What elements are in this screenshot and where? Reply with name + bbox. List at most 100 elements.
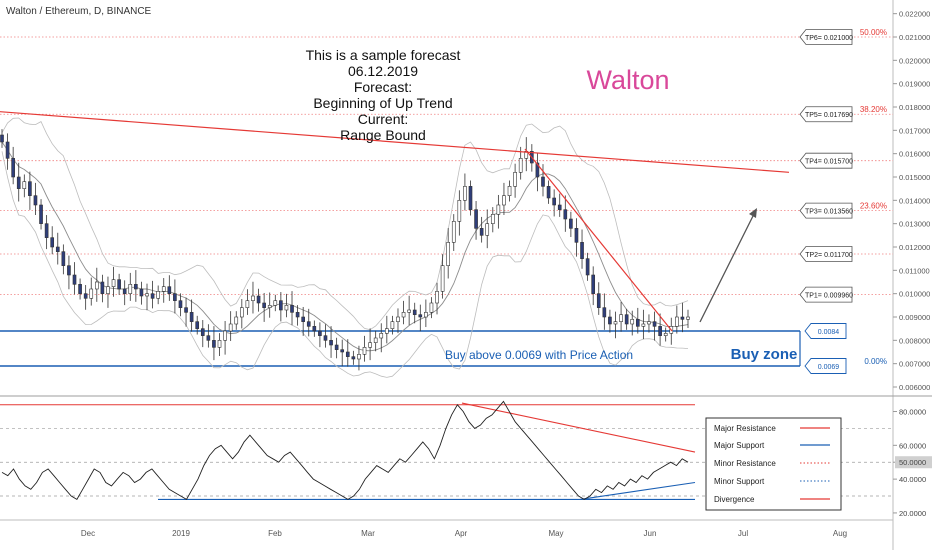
time-tick-label: Apr bbox=[455, 529, 468, 538]
candle-body bbox=[50, 237, 55, 248]
candle-body bbox=[184, 307, 188, 313]
forecast-line-4: Beginning of Up Trend bbox=[313, 95, 452, 111]
forecast-line-1: This is a sample forecast bbox=[306, 47, 461, 63]
candle-body bbox=[106, 286, 110, 294]
candle-body bbox=[463, 186, 467, 201]
symbol-title: Walton / Ethereum, D, BINANCE bbox=[6, 6, 152, 17]
candle-body bbox=[518, 158, 523, 173]
candle-body bbox=[128, 284, 133, 294]
candle-body bbox=[22, 181, 27, 189]
buy-zone-label: Buy zone bbox=[731, 346, 798, 363]
major-resistance-trendline bbox=[0, 111, 790, 173]
candle-body bbox=[390, 321, 395, 329]
rsi-tick-label: 40.0000 bbox=[899, 475, 926, 484]
candle-body bbox=[239, 307, 244, 318]
candle-body bbox=[223, 330, 227, 341]
downtrend-line bbox=[524, 148, 673, 332]
tp-label-box bbox=[799, 29, 853, 45]
rsi-divergence-resistance bbox=[461, 402, 696, 453]
legend-item-minor-resistance: Minor Resistance bbox=[714, 459, 776, 468]
price-tick-label: 0.022000 bbox=[899, 10, 930, 19]
support-label-box bbox=[804, 323, 847, 339]
time-tick-label: Jul bbox=[738, 529, 748, 538]
candle-body bbox=[563, 209, 568, 220]
price-tick-label: 0.006000 bbox=[899, 383, 930, 392]
candle-body bbox=[284, 305, 289, 311]
candle-body bbox=[496, 204, 501, 215]
candle-body bbox=[279, 300, 283, 311]
candle-body bbox=[251, 295, 255, 301]
candle-body bbox=[189, 312, 194, 322]
tp-label-text: TP4= 0.015700 bbox=[805, 159, 853, 166]
price-tick-label: 0.009000 bbox=[899, 313, 930, 322]
candle-body bbox=[362, 347, 367, 355]
candle-body bbox=[357, 354, 361, 360]
time-tick-label: Aug bbox=[833, 529, 847, 538]
fib-level-label: 38.20% bbox=[860, 105, 887, 114]
candle-body bbox=[117, 279, 121, 290]
candle-body bbox=[686, 316, 690, 320]
price-tick-label: 0.014000 bbox=[899, 196, 930, 205]
candle-body bbox=[385, 328, 389, 334]
candle-body bbox=[591, 274, 596, 294]
support-label-text: 0.0069 bbox=[818, 364, 840, 371]
candle-body bbox=[290, 305, 294, 313]
tp-label-box bbox=[799, 152, 853, 169]
tp-label-box bbox=[799, 286, 853, 303]
candle-body bbox=[195, 321, 200, 329]
candle-body bbox=[663, 333, 668, 336]
fib-level-label: 0.00% bbox=[864, 357, 887, 366]
candle-body bbox=[373, 337, 378, 343]
tp-label-text: TP2= 0.011700 bbox=[805, 252, 853, 259]
candle-body bbox=[351, 356, 356, 360]
price-tick-label: 0.016000 bbox=[899, 150, 930, 159]
candle-body bbox=[267, 305, 272, 308]
candle-body bbox=[412, 309, 417, 315]
candle-body bbox=[451, 221, 456, 243]
fib-level-label: 23.60% bbox=[860, 202, 887, 211]
legend-item-major-resistance: Major Resistance bbox=[714, 424, 776, 433]
candle-body bbox=[401, 312, 406, 318]
candle-body bbox=[61, 251, 66, 266]
candle-body bbox=[435, 291, 439, 304]
candle-body bbox=[596, 293, 601, 308]
candle-body bbox=[569, 218, 573, 229]
candle-body bbox=[206, 335, 211, 341]
candle-body bbox=[318, 330, 322, 336]
candle-body bbox=[507, 186, 512, 196]
candle-body bbox=[340, 349, 345, 353]
brand-label: Walton bbox=[586, 65, 669, 95]
candle-body bbox=[557, 204, 562, 210]
forecast-line-6: Range Bound bbox=[340, 127, 426, 143]
candle-body bbox=[228, 323, 233, 332]
candle-body bbox=[150, 293, 155, 299]
candle-body bbox=[513, 172, 517, 187]
price-tick-label: 0.021000 bbox=[899, 33, 930, 42]
rsi-tick-label: 50.0000 bbox=[899, 458, 926, 467]
candle-body bbox=[0, 134, 4, 143]
forecast-line-2: 06.12.2019 bbox=[348, 63, 418, 79]
candle-body bbox=[647, 321, 651, 325]
tp-label-box bbox=[799, 106, 853, 123]
price-tick-label: 0.019000 bbox=[899, 80, 930, 89]
candle-body bbox=[78, 284, 82, 294]
candle-body bbox=[139, 288, 144, 297]
time-tick-label: May bbox=[548, 529, 563, 538]
rsi-current-badge bbox=[895, 456, 932, 469]
moving-average bbox=[1, 141, 689, 352]
candle-body bbox=[122, 288, 127, 294]
candle-body bbox=[680, 316, 685, 320]
candle-body bbox=[546, 186, 551, 199]
candle-body bbox=[173, 293, 177, 301]
tp-label-text: TP1= 0.009960 bbox=[805, 293, 853, 300]
time-tick-label: Mar bbox=[361, 529, 375, 538]
candle-body bbox=[541, 176, 545, 187]
price-tick-label: 0.015000 bbox=[899, 173, 930, 182]
candle-body bbox=[652, 321, 657, 327]
candle-body bbox=[256, 295, 261, 304]
candle-body bbox=[178, 300, 183, 308]
tp-label-text: TP5= 0.017690 bbox=[805, 112, 853, 119]
candle-body bbox=[619, 314, 623, 322]
